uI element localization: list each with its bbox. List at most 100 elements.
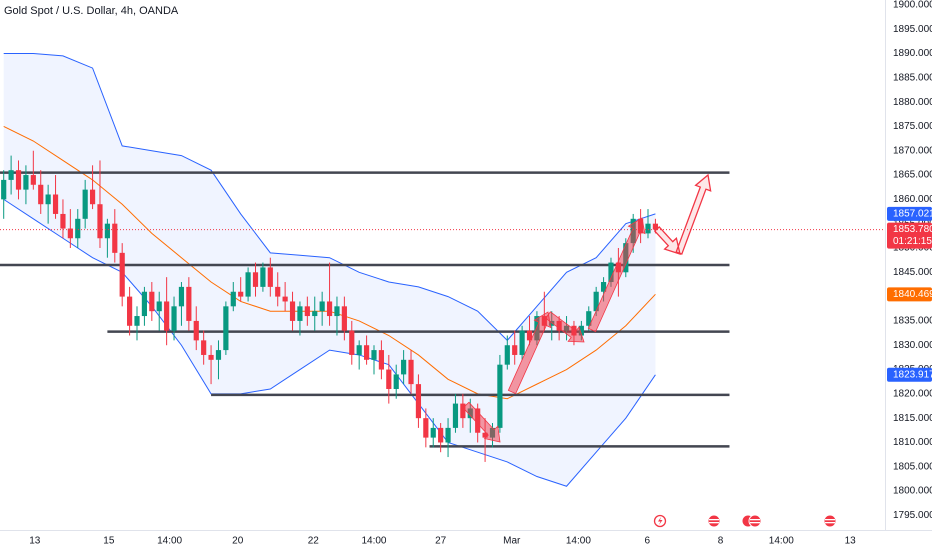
arrow — [675, 173, 712, 255]
candle-body — [67, 228, 73, 239]
y-tick-label: 1880.000 — [893, 97, 932, 108]
candle-body — [401, 359, 407, 375]
candle-body — [593, 291, 599, 312]
candle-body — [519, 330, 525, 355]
candle-body — [578, 325, 584, 336]
candle-body — [134, 316, 140, 326]
arrow — [545, 311, 585, 343]
candle-body — [208, 354, 214, 360]
candle-body — [460, 403, 466, 419]
candle-body — [304, 306, 310, 317]
candle-body — [600, 282, 607, 292]
candle-body — [178, 286, 185, 307]
drawings — [462, 173, 712, 443]
price-label-box — [887, 287, 932, 302]
event-icons — [653, 514, 837, 528]
candle-body — [38, 184, 44, 205]
candle-body — [312, 311, 318, 317]
event-icon — [707, 514, 721, 528]
candle-body — [164, 301, 170, 331]
candle-body — [349, 330, 355, 355]
x-tick-label: 14:00 — [157, 536, 182, 547]
candle-body — [127, 296, 133, 326]
candle-body — [326, 301, 333, 317]
candle-body — [482, 432, 488, 438]
candle-body — [275, 286, 281, 297]
candle-body — [371, 350, 377, 360]
y-tick-label: 1860.000 — [893, 194, 932, 205]
price-label: 1823.917 — [893, 369, 932, 380]
axes: 1795.000 1800.000 1805.000 1810.000 1815.000… — [29, 0, 932, 547]
arrow — [587, 217, 646, 333]
candle-body — [356, 345, 362, 355]
candle-body — [215, 350, 222, 360]
y-tick-label: 1800.000 — [893, 486, 932, 497]
price-label: 1840.469 — [893, 289, 932, 300]
candle-body — [8, 170, 14, 180]
candle-body — [141, 291, 148, 317]
event-icon — [658, 517, 663, 525]
x-tick-label: 13 — [845, 536, 857, 547]
candle-body — [97, 204, 103, 239]
candle-body — [230, 291, 236, 307]
candle-body — [452, 403, 459, 428]
y-tick-label: 1805.000 — [893, 461, 932, 472]
y-tick-label: 1895.000 — [893, 24, 932, 35]
x-tick-label: 22 — [308, 536, 320, 547]
candle-body — [252, 272, 259, 287]
candle-body — [430, 427, 436, 438]
candle-body — [119, 252, 125, 297]
event-icon — [825, 522, 835, 524]
candle-body — [282, 296, 288, 302]
candle-body — [363, 345, 370, 360]
candle-body — [438, 427, 444, 443]
event-icon — [750, 522, 760, 524]
band-line-upper — [3, 52, 656, 342]
price-label: 1857.021 — [893, 208, 932, 219]
event-icon — [750, 519, 760, 521]
candle-body — [112, 223, 118, 253]
y-tick-label: 1795.000 — [893, 510, 932, 521]
y-tick-label: 1870.000 — [893, 145, 932, 156]
price-label-box — [887, 206, 932, 221]
candle-body — [104, 223, 110, 239]
arrow — [507, 311, 552, 395]
candle-body — [156, 301, 162, 312]
candle-body — [445, 427, 451, 443]
arrow — [462, 401, 501, 443]
y-tick-label: 1815.000 — [893, 413, 932, 424]
candle-body — [297, 306, 303, 321]
chart-title: Gold Spot / U.S. Dollar, 4h, OANDA — [4, 5, 179, 17]
candle-body — [82, 189, 88, 219]
x-tick-label: 14:00 — [769, 536, 794, 547]
candle-body — [186, 286, 192, 321]
y-tick-label: 1820.000 — [893, 388, 932, 399]
candle-body — [30, 175, 36, 185]
candle-body — [223, 306, 229, 351]
event-icon — [748, 514, 762, 528]
x-tick-label: Mar — [503, 536, 521, 547]
candle-body — [89, 189, 96, 205]
band-line-lower — [3, 198, 656, 487]
x-tick-label: 6 — [644, 536, 650, 547]
y-tick-label: 1890.000 — [893, 48, 932, 59]
candle-body — [549, 320, 555, 326]
y-tick-label: 1845.000 — [893, 267, 932, 278]
candle-body — [149, 291, 155, 312]
price-label-box — [887, 367, 932, 382]
candle-body — [1, 179, 7, 200]
candle-body — [526, 330, 533, 341]
candle-body — [52, 194, 59, 214]
candle-body — [15, 170, 22, 190]
candle-body — [652, 223, 659, 230]
event-icon — [709, 522, 719, 524]
x-tick-label: 14:00 — [361, 536, 386, 547]
candle-body — [504, 345, 510, 365]
candle-body — [45, 194, 51, 205]
candle-body — [393, 374, 399, 389]
candle-body — [586, 311, 592, 326]
y-tick-label: 1865.000 — [893, 170, 932, 181]
y-tick-label: 1885.000 — [893, 72, 932, 83]
countdown: 01:21:15 — [893, 236, 932, 247]
